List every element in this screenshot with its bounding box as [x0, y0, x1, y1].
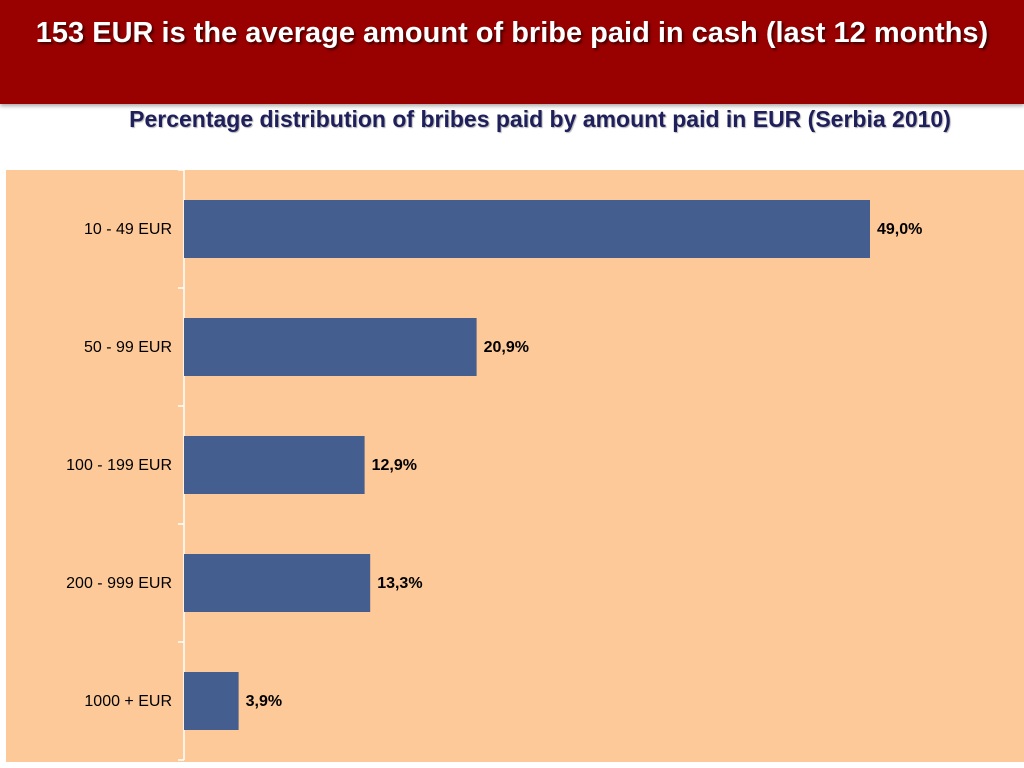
data-label: 3,9% — [246, 693, 282, 710]
bar — [184, 672, 239, 730]
chart-area: 10 - 49 EUR 49,0% 50 - 99 EUR 20,9% 100 - 19… — [6, 170, 1024, 762]
header-band: 153 EUR is the average amount of bribe p… — [0, 0, 1024, 104]
bar — [184, 436, 365, 494]
bar — [184, 318, 477, 376]
category-label: 10 - 49 EUR — [84, 221, 172, 238]
category-label: 100 - 199 EUR — [66, 457, 172, 474]
data-label: 49,0% — [877, 221, 922, 238]
chart-title: Percentage distribution of bribes paid b… — [129, 106, 951, 132]
data-label: 13,3% — [377, 575, 422, 592]
data-label: 12,9% — [372, 457, 417, 474]
category-label: 50 - 99 EUR — [84, 339, 172, 356]
slide-title: 153 EUR is the average amount of bribe p… — [35, 17, 989, 49]
bar-chart: 10 - 49 EUR 49,0% 50 - 99 EUR 20,9% 100 - 19… — [66, 170, 922, 761]
category-label: 200 - 999 EUR — [66, 575, 172, 592]
category-label: 1000 + EUR — [84, 693, 172, 710]
data-label: 20,9% — [484, 339, 529, 356]
bar — [184, 554, 371, 612]
bar — [184, 200, 870, 258]
